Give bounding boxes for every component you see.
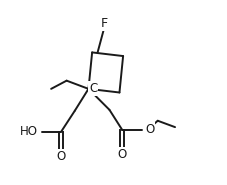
Text: O: O <box>144 123 153 136</box>
Text: F: F <box>100 17 107 30</box>
Text: O: O <box>56 150 66 163</box>
Text: C: C <box>89 82 97 95</box>
Text: HO: HO <box>19 125 37 138</box>
Text: O: O <box>117 148 126 161</box>
